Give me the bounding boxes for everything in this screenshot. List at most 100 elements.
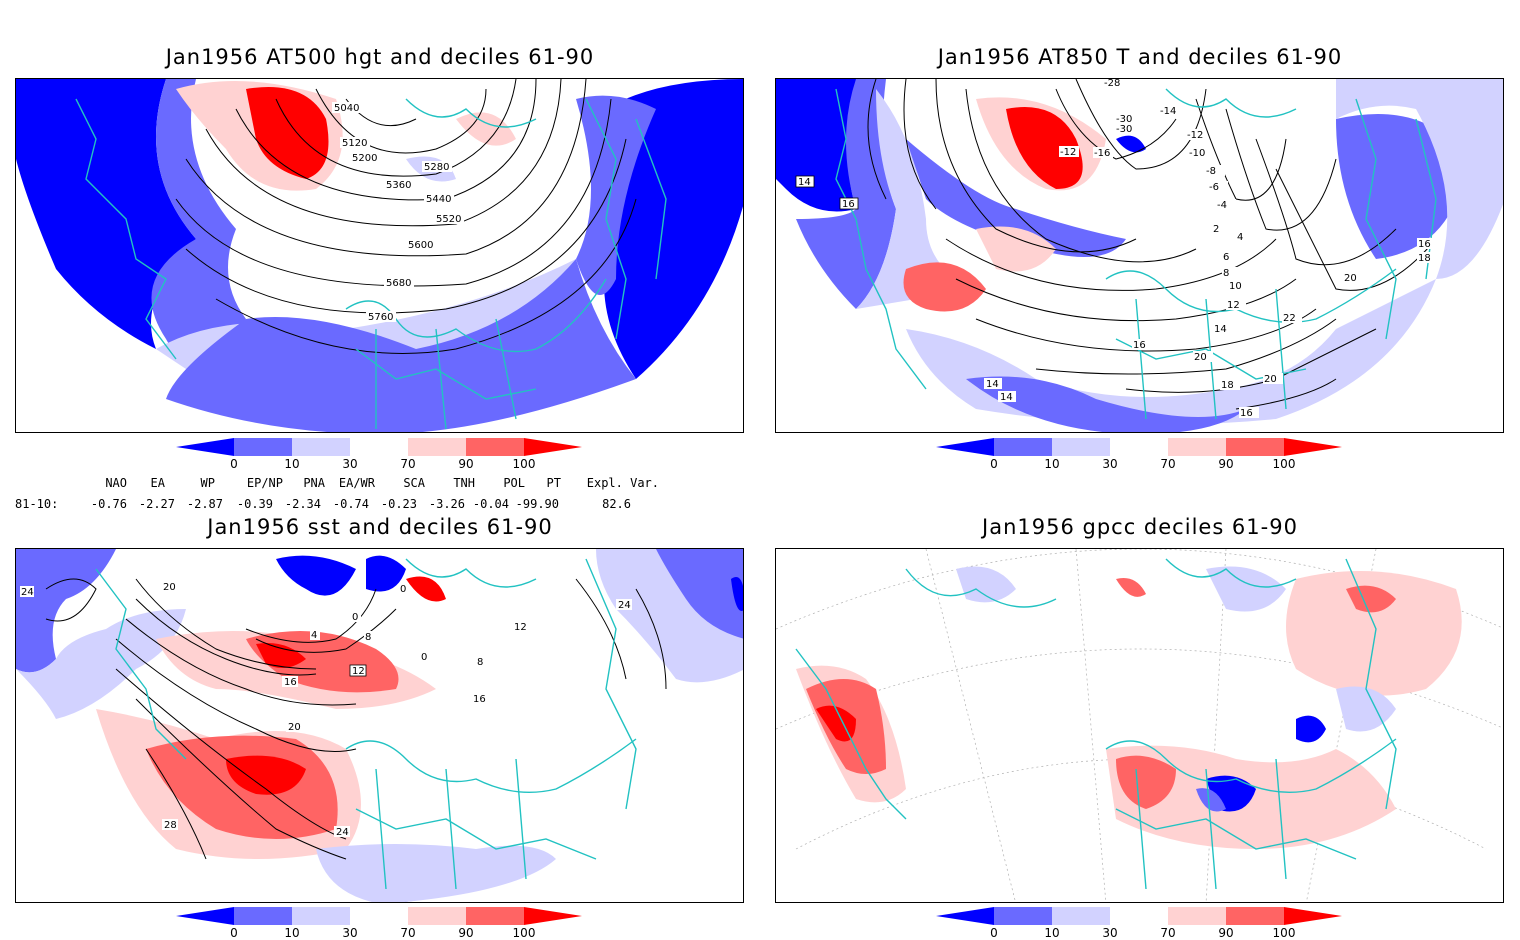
contour-label: 20 <box>1343 272 1363 284</box>
map-gpcc <box>776 549 1503 902</box>
shade-pos-north <box>1116 578 1146 597</box>
colorbar-tick: 90 <box>1218 457 1233 470</box>
coastlines <box>795 558 1397 890</box>
shade-pos-ne <box>1346 585 1396 613</box>
index-value: -2.34 <box>284 497 321 511</box>
colorbar-bin <box>1052 438 1110 456</box>
contour-label: 16 <box>282 676 298 688</box>
colorbar-tick: 30 <box>342 457 357 470</box>
contour-label: 5120 <box>340 137 370 149</box>
contour-label: 5040 <box>332 102 362 114</box>
colorbar-bin <box>408 438 466 456</box>
index-value: 82.6 <box>602 497 631 511</box>
contour-lines <box>45 578 667 860</box>
svg-text:16: 16 <box>1240 408 1253 419</box>
shade-strong-pos-south <box>226 755 306 795</box>
contour-label: 0 <box>351 611 361 623</box>
colorbar-arrow-low <box>176 907 234 925</box>
svg-text:24: 24 <box>336 827 349 838</box>
contour-label: -8 <box>1205 165 1225 177</box>
panel-title-gpcc: Jan1956 gpcc deciles 61-90 <box>982 515 1298 539</box>
colorbar-bin <box>466 438 524 456</box>
colorbar-tick: 70 <box>1160 457 1175 470</box>
colorbar-tick: 70 <box>400 926 415 939</box>
contour-label: 14 <box>795 175 815 188</box>
contour-label: 16 <box>471 693 487 705</box>
contour-label: -16 <box>1093 147 1113 159</box>
map-panel-gpcc <box>775 548 1504 903</box>
svg-text:5760: 5760 <box>368 312 393 323</box>
index-value: -2.87 <box>186 497 223 511</box>
svg-text:20: 20 <box>288 722 301 733</box>
index-value: -3.26 <box>428 497 465 511</box>
index-header: NAO <box>105 476 127 490</box>
shade-neg-ring <box>906 139 1126 257</box>
svg-text:28: 28 <box>164 820 177 831</box>
svg-text:5200: 5200 <box>352 153 377 164</box>
colorbar-at500: 0 10 30 70 90 100 <box>176 438 582 470</box>
colorbar-bin <box>234 907 292 925</box>
colorbar-tick: 30 <box>342 926 357 939</box>
svg-text:18: 18 <box>1418 253 1431 264</box>
contour-label: 16 <box>1239 407 1259 419</box>
contour-label: -10 <box>1188 147 1208 159</box>
contour-label: 5520 <box>434 213 464 225</box>
contour-label: 20 <box>1193 351 1213 363</box>
shade-neg-west <box>16 549 116 673</box>
contour-label: 4 <box>1236 231 1256 243</box>
colorbar-sst: 0 10 30 70 90 100 <box>176 907 582 939</box>
contour-label: 5440 <box>424 193 454 205</box>
contour-label: 22 <box>1282 312 1302 324</box>
colorbar-tick: 70 <box>1160 926 1175 939</box>
index-value: -2.27 <box>138 497 175 511</box>
svg-text:16: 16 <box>1133 340 1146 351</box>
svg-text:-4: -4 <box>1217 200 1227 211</box>
index-header: EA/WR <box>338 476 375 490</box>
contour-label: 5680 <box>384 277 414 289</box>
svg-text:5680: 5680 <box>386 278 411 289</box>
contour-label: 18 <box>1417 252 1437 264</box>
panel-title-at500: Jan1956 AT500 hgt and deciles 61-90 <box>165 45 595 69</box>
shade-neg-east <box>576 95 656 296</box>
colorbar-tick: 70 <box>400 457 415 470</box>
svg-text:4: 4 <box>311 630 317 641</box>
index-row-label: 81-10: <box>15 497 59 511</box>
panel-title-at850: Jan1956 AT850 T and deciles 61-90 <box>937 45 1343 69</box>
svg-text:24: 24 <box>618 600 631 611</box>
contour-label: 12 <box>512 621 528 633</box>
colorbar-arrow-high <box>1284 438 1342 456</box>
colorbar-bin <box>1168 438 1226 456</box>
shade-pos-africa <box>1116 755 1176 809</box>
index-header: SCA <box>403 476 425 490</box>
index-value: -99.90 <box>515 497 559 511</box>
shade-pos-mid <box>456 112 516 146</box>
contour-label: 12 <box>349 664 367 677</box>
index-header: Expl. Var. <box>586 476 659 490</box>
contour-lines <box>867 79 1437 410</box>
svg-text:-8: -8 <box>1206 166 1216 177</box>
colorbar-bin <box>350 907 408 925</box>
svg-text:20: 20 <box>1194 352 1207 363</box>
contour-label: 28 <box>162 819 178 831</box>
contour-label: 16 <box>1417 238 1437 250</box>
colorbar-tick: 90 <box>1218 926 1233 939</box>
index-header: TNH <box>453 476 475 490</box>
shade-neg-west <box>151 79 246 355</box>
svg-text:-30: -30 <box>1116 124 1132 135</box>
svg-text:0: 0 <box>421 652 427 663</box>
contour-label: -12 <box>1186 129 1206 141</box>
svg-text:-6: -6 <box>1209 182 1219 193</box>
colorbar-bin <box>994 438 1052 456</box>
contour-label: 8 <box>364 631 374 643</box>
svg-text:-14: -14 <box>1160 106 1176 117</box>
index-value: -0.74 <box>332 497 369 511</box>
shade-weak-pos-ne <box>1286 571 1462 696</box>
colorbar-arrow-low <box>176 438 234 456</box>
shade-neg-south <box>166 259 636 432</box>
colorbar-bin <box>292 438 350 456</box>
svg-text:5520: 5520 <box>436 214 461 225</box>
index-header: EP/NP <box>246 476 283 490</box>
shade-weak-neg-ne <box>1206 566 1286 612</box>
contour-label: 16 <box>1132 339 1152 351</box>
colorbar-tick: 10 <box>1044 457 1059 470</box>
